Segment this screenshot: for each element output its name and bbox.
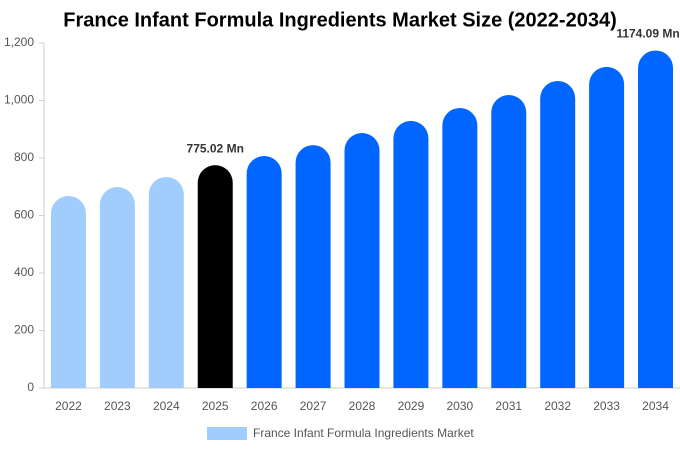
y-tick-label: 400 [14,265,34,279]
legend-label: France Infant Formula Ingredients Market [253,426,474,440]
x-tick-label: 2027 [300,399,327,413]
bar [589,66,625,389]
x-tick-label: 2022 [55,399,82,413]
value-label: 1174.09 Mn [616,27,679,41]
x-tick-label: 2031 [495,399,522,413]
bar [99,187,135,388]
bar [491,95,527,388]
bar [638,50,674,388]
value-label: 775.02 Mn [187,141,244,155]
x-tick-label: 2029 [398,399,425,413]
legend-swatch [207,427,247,440]
bar [344,132,380,388]
bar [295,145,331,388]
chart-title: France Infant Formula Ingredients Market… [63,9,617,31]
bar [246,155,282,388]
x-tick-label: 2032 [544,399,571,413]
x-tick-label: 2023 [104,399,131,413]
x-tick-label: 2026 [251,399,278,413]
y-tick-label: 1,000 [4,93,34,107]
y-tick-label: 800 [14,150,34,164]
y-tick-label: 600 [14,208,34,222]
x-tick-label: 2025 [202,399,229,413]
x-tick-label: 2030 [446,399,473,413]
x-tick-label: 2028 [349,399,376,413]
bar [540,80,576,388]
y-tick-label: 200 [14,323,34,337]
bar [393,120,429,388]
bar [50,195,86,388]
bar [148,176,184,388]
x-tick-label: 2024 [153,399,180,413]
x-tick-label: 2033 [593,399,620,413]
bar [442,107,478,388]
x-tick-label: 2034 [642,399,669,413]
y-tick-label: 1,200 [4,35,34,49]
bar [197,165,233,388]
y-tick-label: 0 [27,380,34,394]
